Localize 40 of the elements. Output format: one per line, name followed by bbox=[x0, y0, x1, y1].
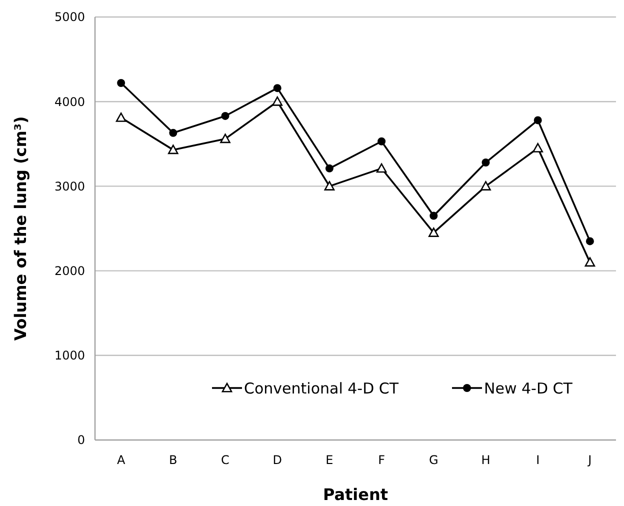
x-tick-label: D bbox=[272, 453, 282, 467]
point bbox=[376, 163, 387, 173]
point bbox=[324, 181, 335, 190]
y-tick-label: 5000 bbox=[54, 10, 85, 24]
legend-label: New 4-D CT bbox=[484, 379, 574, 398]
y-axis-title: Volume of the lung (cm³) bbox=[11, 116, 30, 341]
point bbox=[116, 112, 126, 122]
point bbox=[430, 212, 438, 220]
point bbox=[532, 142, 543, 152]
y-tick-label: 2000 bbox=[54, 264, 85, 278]
point bbox=[169, 128, 178, 137]
x-tick-label: E bbox=[326, 453, 334, 467]
point bbox=[480, 181, 491, 190]
point bbox=[378, 137, 386, 146]
y-tick-label: 4000 bbox=[54, 94, 85, 109]
point bbox=[586, 237, 594, 246]
point bbox=[325, 164, 334, 172]
point bbox=[584, 257, 596, 267]
x-tick-label: J bbox=[587, 453, 592, 467]
x-tick-label: C bbox=[221, 453, 230, 467]
point bbox=[117, 78, 126, 87]
y-tick-label: 1000 bbox=[54, 348, 85, 363]
point bbox=[273, 84, 282, 92]
point bbox=[482, 158, 490, 167]
legend-label: Conventional 4-D CT bbox=[244, 379, 400, 398]
x-tick-label: H bbox=[481, 453, 490, 467]
x-tick-label: G bbox=[428, 453, 438, 467]
y-tick-label: 3000 bbox=[54, 179, 85, 194]
point bbox=[220, 134, 230, 144]
y-tick-label: 0 bbox=[77, 433, 85, 448]
x-tick-label: F bbox=[378, 453, 386, 467]
x-axis-title: Patient bbox=[322, 485, 388, 504]
point bbox=[428, 228, 439, 237]
point bbox=[168, 144, 178, 154]
x-tick-label: I bbox=[536, 453, 540, 467]
point bbox=[272, 96, 282, 106]
point bbox=[534, 116, 542, 124]
x-tick-label: B bbox=[169, 453, 178, 467]
x-tick-label: A bbox=[116, 453, 126, 467]
point bbox=[221, 112, 230, 120]
